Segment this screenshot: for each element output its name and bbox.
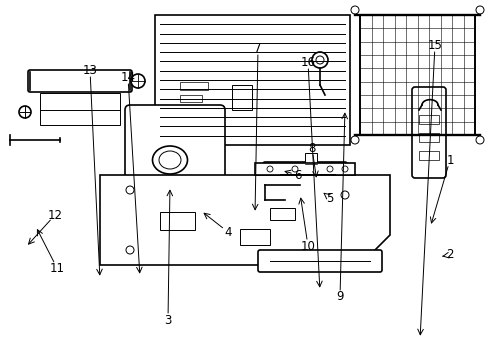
- Circle shape: [291, 166, 297, 172]
- Bar: [160, 212, 195, 230]
- Circle shape: [350, 6, 358, 14]
- Bar: [359, 15, 474, 135]
- Bar: [269, 208, 294, 220]
- Circle shape: [350, 136, 358, 144]
- Text: 8: 8: [307, 141, 315, 154]
- Bar: [195, 118, 208, 123]
- Text: 11: 11: [49, 261, 64, 275]
- Text: 13: 13: [82, 63, 97, 77]
- FancyBboxPatch shape: [155, 15, 349, 145]
- Circle shape: [346, 251, 353, 259]
- Ellipse shape: [152, 146, 187, 174]
- Circle shape: [126, 246, 134, 254]
- Circle shape: [131, 74, 145, 88]
- Polygon shape: [100, 175, 389, 265]
- Text: 14: 14: [120, 71, 135, 84]
- Bar: [180, 95, 202, 102]
- Bar: [240, 229, 269, 245]
- Text: 1: 1: [446, 153, 453, 166]
- Text: 4: 4: [224, 225, 231, 239]
- Text: 12: 12: [47, 208, 62, 221]
- Circle shape: [340, 191, 348, 199]
- Text: 5: 5: [325, 192, 333, 204]
- Circle shape: [475, 6, 483, 14]
- FancyBboxPatch shape: [28, 70, 132, 92]
- FancyBboxPatch shape: [258, 250, 381, 272]
- FancyBboxPatch shape: [263, 162, 346, 180]
- Text: 15: 15: [427, 39, 442, 51]
- Circle shape: [126, 186, 134, 194]
- Circle shape: [475, 136, 483, 144]
- Bar: [418, 133, 438, 142]
- Circle shape: [326, 166, 332, 172]
- Text: 3: 3: [164, 314, 171, 327]
- Bar: [418, 151, 438, 160]
- Text: 10: 10: [300, 239, 315, 252]
- Circle shape: [311, 52, 327, 68]
- Ellipse shape: [159, 151, 181, 169]
- Bar: [305, 153, 316, 175]
- Circle shape: [315, 56, 324, 64]
- FancyBboxPatch shape: [125, 105, 224, 210]
- Circle shape: [341, 166, 347, 172]
- Bar: [180, 82, 207, 90]
- Circle shape: [19, 106, 31, 118]
- Text: 7: 7: [254, 41, 261, 54]
- Text: 9: 9: [336, 291, 343, 303]
- Circle shape: [266, 166, 272, 172]
- Bar: [254, 163, 354, 175]
- Bar: [418, 115, 438, 124]
- Bar: [40, 93, 120, 125]
- FancyBboxPatch shape: [411, 87, 445, 178]
- Text: 2: 2: [446, 248, 453, 261]
- Text: 6: 6: [294, 168, 301, 181]
- Text: 16: 16: [300, 55, 315, 68]
- Bar: [190, 107, 207, 113]
- Bar: [231, 85, 251, 110]
